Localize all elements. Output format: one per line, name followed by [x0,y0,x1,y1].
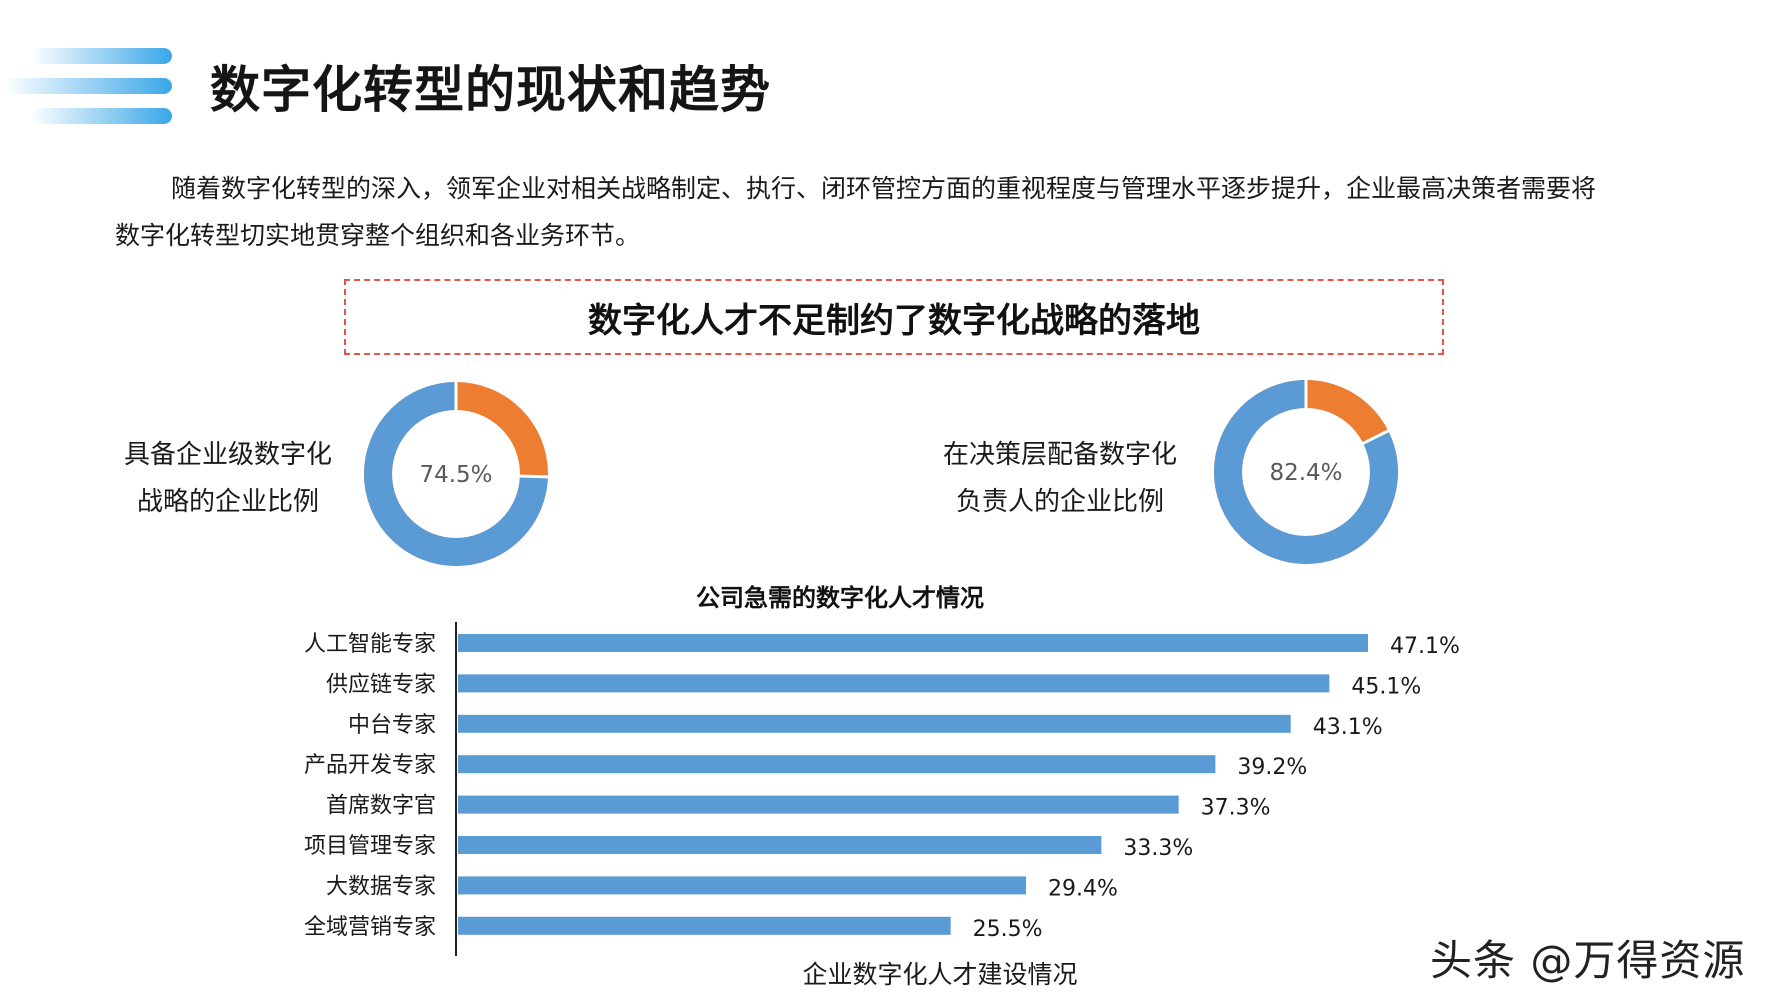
value-label-7: 29.4% [1048,876,1118,901]
donut-1-value-text: 74.5% [419,462,492,488]
bar-6 [458,836,1102,854]
intro-paragraph: 随着数字化转型的深入，领军企业对相关战略制定、执行、闭环管控方面的重视程度与管理… [115,165,1675,259]
value-label-6: 33.3% [1123,836,1193,861]
callout-box: 数字化人才不足制约了数字化战略的落地 [344,279,1444,355]
bar-8 [458,916,951,935]
category-label-2: 供应链专家 [326,672,436,697]
value-label-8: 25.5% [973,917,1043,942]
bar-4 [458,755,1216,774]
footer-label: 企业数字化人才建设情况 [802,960,1078,989]
bar-2 [458,674,1330,693]
donut-2-label: 在决策层配备数字化 负责人的企业比例 [930,432,1190,526]
category-label-1: 人工智能专家 [304,632,436,657]
category-label-7: 大数据专家 [326,874,436,899]
value-label-1: 47.1% [1390,634,1460,659]
donut-1-label: 具备企业级数字化 战略的企业比例 [98,432,358,526]
page-title: 数字化转型的现状和趋势 [210,61,771,119]
value-label-5: 37.3% [1201,796,1271,821]
header-decoration-icon [4,48,172,124]
value-label-3: 43.1% [1313,715,1383,740]
donut-1-label-line-1: 具备企业级数字化 [123,440,332,470]
donut-1-separator [517,474,548,479]
donut-1-label-line-2: 战略的企业比例 [136,487,319,517]
callout-text: 数字化人才不足制约了数字化战略的落地 [588,300,1200,341]
value-label-2: 45.1% [1351,674,1421,699]
bar-chart-title: 公司急需的数字化人才情况 [696,584,984,612]
donut-2-value-text: 82.4% [1269,460,1342,486]
category-label-5: 首席数字官 [326,794,436,819]
donut-2-label-line-2: 负责人的企业比例 [955,487,1164,517]
donut-2-separator [1360,428,1391,446]
bar-1 [458,634,1368,652]
value-label-4: 39.2% [1237,755,1307,780]
intro-line-1: 随着数字化转型的深入，领军企业对相关战略制定、执行、闭环管控方面的重视程度与管理… [171,174,1597,203]
intro-line-2: 数字化转型切实地贯穿整个组织和各业务环节。 [115,221,641,250]
donut-chart-2: 82.4% [1214,380,1398,564]
category-label-8: 全域营销专家 [304,915,436,940]
category-label-6: 项目管理专家 [304,834,436,859]
category-label-3: 中台专家 [348,713,436,738]
category-label-4: 产品开发专家 [304,753,436,778]
donut-chart-1: 74.5% [364,382,548,566]
bar-7 [458,876,1027,895]
bar-3 [458,714,1291,733]
donut-2-label-line-1: 在决策层配备数字化 [942,440,1177,470]
bar-5 [458,795,1179,814]
watermark: 头条 @万得资源 [1430,936,1746,985]
